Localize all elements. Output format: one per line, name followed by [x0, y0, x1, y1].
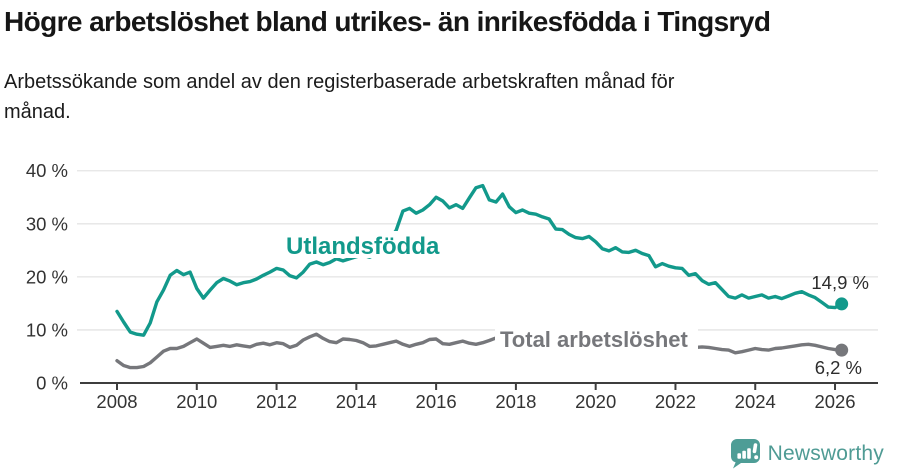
x-axis: 2008 2010 2012 2014 2016 2018 2020 2022 2024 2026 — [80, 382, 878, 412]
x-axis-tick-label: 2020 — [575, 391, 616, 412]
x-axis-tick-label: 2012 — [256, 391, 297, 412]
series-inline-label-total-arbetsl-shet: Total arbetslöshet — [500, 327, 689, 352]
x-axis-tick-label: 2026 — [814, 391, 855, 412]
y-axis-tick-label: 30 % — [26, 213, 68, 234]
series-end-dot-utlandsf-dda — [835, 297, 849, 311]
series-end-value-label-utlandsf-dda: 14,9 % — [811, 272, 869, 293]
y-axis-tick-label: 40 % — [26, 160, 68, 181]
x-axis-tick-label: 2024 — [735, 391, 776, 412]
x-axis-tick-label: 2014 — [336, 391, 377, 412]
series-label-backdrop — [495, 328, 698, 352]
exclamation-dot — [753, 455, 758, 460]
y-axis: 0 % 10 % 20 % 30 % 40 % — [26, 160, 68, 393]
chart-subtitle: Arbetssökande som andel av den registerb… — [4, 67, 674, 127]
series-end-value-label-total-arbetsl-shet: 6,2 % — [815, 357, 862, 378]
x-axis-tick-label: 2016 — [416, 391, 457, 412]
grid-lines — [77, 170, 878, 331]
bar-medium — [741, 450, 746, 459]
exclamation-stem — [752, 443, 757, 454]
chart-subtitle-line2: månad. — [4, 101, 71, 123]
chart-title: Högre arbetslöshet bland utrikes- än inr… — [4, 6, 771, 37]
y-axis-tick-label: 0 % — [36, 373, 68, 394]
y-axis-tick-label: 20 % — [26, 266, 68, 287]
series-line-utlandsf-dda — [115, 183, 844, 337]
series-line-total-arbetsl-shet — [115, 332, 844, 370]
bar-large — [746, 448, 751, 459]
x-axis-tick-label: 2018 — [495, 391, 536, 412]
series-end-dot-total-arbetsl-shet — [835, 343, 849, 357]
brand-name: Newsworthy — [767, 441, 884, 465]
y-axis-tick-label: 10 % — [26, 319, 68, 340]
newsworthy-logo: Newsworthy — [730, 438, 884, 469]
x-axis-tick-label: 2010 — [176, 391, 217, 412]
x-axis-tick-label: 2022 — [655, 391, 696, 412]
bar-small — [737, 453, 741, 459]
chart-subtitle-line1: Arbetssökande som andel av den registerb… — [4, 71, 675, 93]
series-label-backdrop — [282, 231, 434, 258]
x-axis-tick-label: 2008 — [96, 391, 137, 412]
series-inline-label-utlandsf-dda: Utlandsfödda — [286, 233, 440, 260]
newsworthy-bubble-chart-icon — [730, 439, 760, 469]
